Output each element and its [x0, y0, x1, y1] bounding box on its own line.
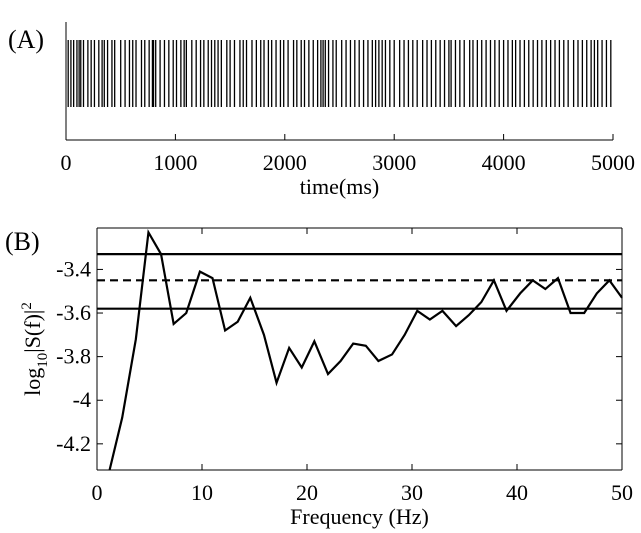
x-tick-label: 40: [506, 480, 528, 505]
y-tick-label: -3.6: [56, 300, 91, 325]
x-tick-label: 10: [191, 480, 213, 505]
x-tick-label: 0: [92, 480, 103, 505]
x-tick-label: 5000: [591, 150, 635, 175]
panel-label: (A): [8, 25, 44, 54]
y-label-sub: 10: [35, 353, 51, 368]
x-tick-label: 20: [296, 480, 318, 505]
x-tick-label: 0: [61, 150, 72, 175]
x-tick-label: 50: [611, 480, 633, 505]
x-tick-label: 2000: [263, 150, 307, 175]
y-tick-label: -4: [73, 387, 91, 412]
y-tick-label: -3.4: [56, 256, 91, 281]
x-tick-label: 3000: [372, 150, 416, 175]
x-axis-label: Frequency (Hz): [290, 504, 429, 529]
y-tick-label: -4.2: [56, 431, 91, 456]
y-tick-label: -3.8: [56, 344, 91, 369]
x-tick-label: 4000: [482, 150, 526, 175]
x-tick-label: 30: [401, 480, 423, 505]
y-label-part: log: [20, 368, 45, 396]
y-label-sup: 2: [19, 302, 35, 310]
y-axis-label: log10|S(f)|2: [19, 302, 51, 396]
panel-label: (B): [5, 227, 40, 256]
y-label-part: |S(f)|: [20, 310, 45, 353]
data-line: [108, 228, 623, 471]
x-axis-label: time(ms): [300, 174, 379, 199]
x-tick-label: 1000: [153, 150, 197, 175]
